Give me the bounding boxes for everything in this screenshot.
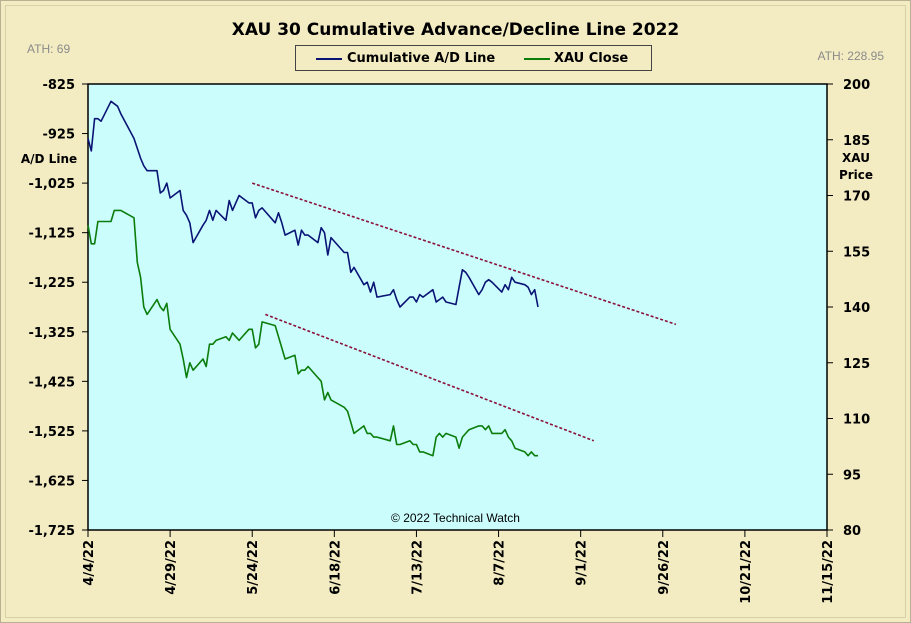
left-axis-title: A/D Line (20, 152, 78, 166)
left-tick-label: -1,325 (28, 326, 75, 341)
legend-label-xau: XAU Close (554, 51, 629, 66)
right-tick-label: 170 (843, 190, 870, 205)
left-tick-label: -1,125 (28, 227, 75, 242)
left-tick-label: -1,425 (28, 375, 75, 390)
trendline-1 (251, 182, 677, 326)
x-tick-label: 4/4/22 (82, 540, 97, 586)
x-tick-label: 11/15/22 (821, 540, 836, 604)
plot-area (87, 83, 828, 531)
legend-label-ad: Cumulative A/D Line (347, 51, 496, 66)
series-line-xau (87, 209, 538, 457)
x-tick-label: 10/21/22 (739, 540, 754, 604)
right-tick-label: 200 (843, 78, 870, 93)
legend-swatch-ad (316, 58, 342, 60)
left-tick-label: -1,725 (28, 524, 75, 539)
right-tick-label: 140 (843, 301, 870, 316)
x-tick-label: 7/13/22 (410, 540, 425, 595)
chart-legend: Cumulative A/D Line XAU Close (295, 45, 652, 71)
right-tick-label: 110 (843, 413, 870, 428)
left-tick-label: -1,625 (28, 474, 75, 489)
lines-group (87, 100, 677, 457)
left-tick-label: -1,525 (28, 425, 75, 440)
left-tick-label: -1,025 (28, 177, 75, 192)
right-tick-label: 95 (843, 468, 861, 483)
left-tick-label: -825 (42, 78, 75, 93)
x-tick-label: 9/1/22 (575, 540, 590, 586)
x-tick-label: 9/26/22 (657, 540, 672, 595)
series-line-ad (87, 100, 539, 308)
right-tick-label: 80 (843, 524, 861, 539)
x-tick-label: 6/18/22 (328, 540, 343, 595)
trendline-2 (265, 313, 595, 442)
ath-right-label: ATH: 228.95 (817, 49, 884, 63)
x-tick-label: 4/29/22 (164, 540, 179, 595)
right-axis-title-line1: XAU (842, 151, 870, 165)
right-tick-label: 125 (843, 357, 870, 372)
right-tick-label: 155 (843, 245, 870, 260)
ath-left-label: ATH: 69 (27, 42, 71, 56)
x-tick-label: 5/24/22 (246, 540, 261, 595)
right-axis-title-line2: Price (838, 168, 874, 182)
left-tick-label: -1,225 (28, 276, 75, 291)
axes-group: -825 -925 -1,025 -1,125 -1,225 -1,325 -1,425 -1… (28, 78, 870, 604)
chart-title: XAU 30 Cumulative Advance/Decline Line 2… (231, 20, 680, 40)
left-tick-label: -925 (42, 128, 75, 143)
chart-inner-border (5, 5, 906, 618)
legend-swatch-xau (524, 58, 550, 60)
right-tick-label: 185 (843, 134, 870, 149)
copyright-text: © 2022 Technical Watch (391, 511, 520, 525)
x-tick-label: 8/7/22 (493, 540, 508, 586)
